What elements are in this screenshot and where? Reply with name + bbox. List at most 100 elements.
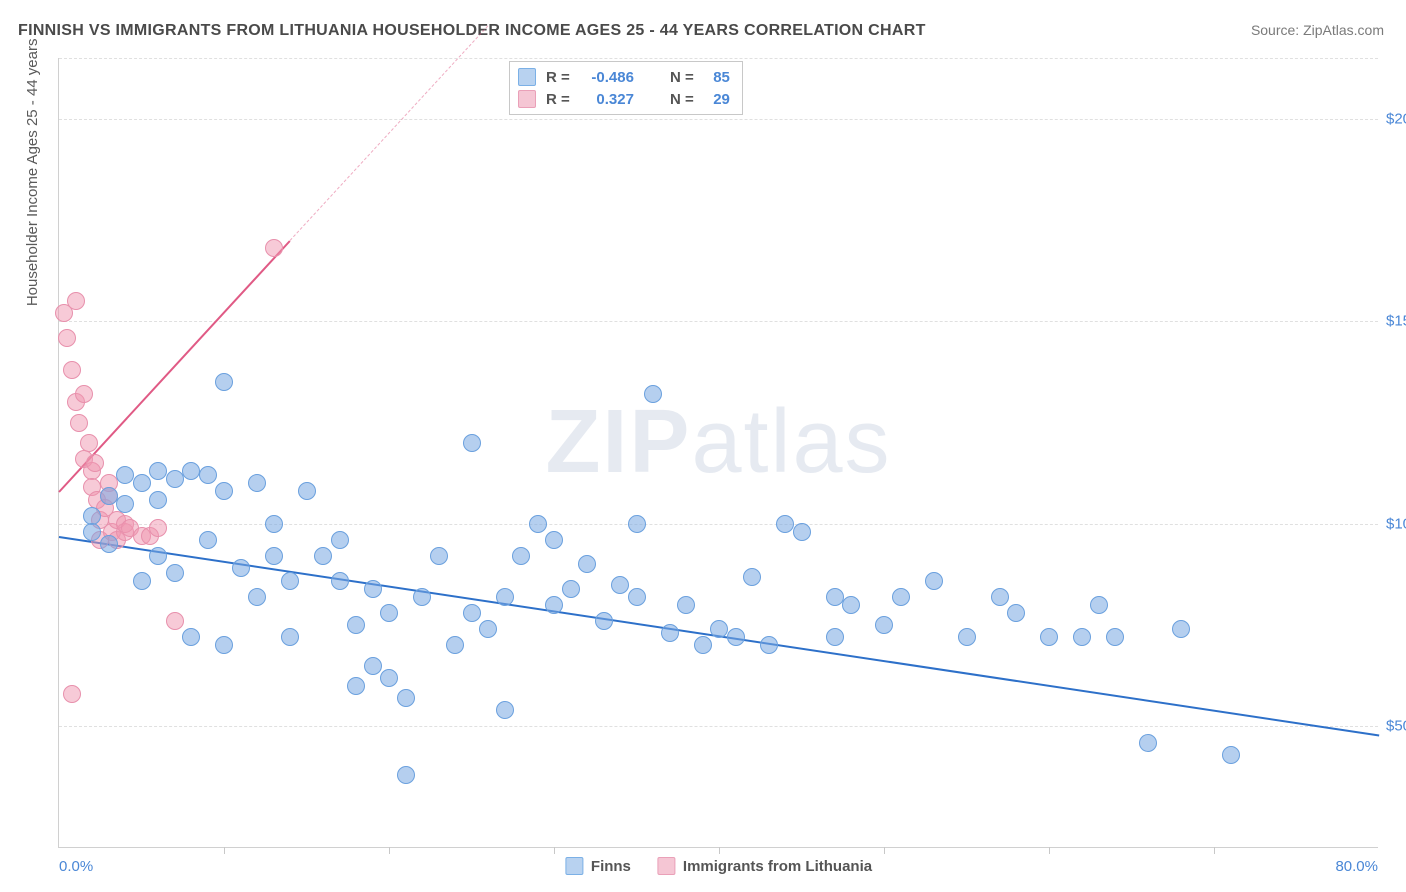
data-point-series2 [149,519,167,537]
data-point-series1 [149,462,167,480]
data-point-series1 [710,620,728,638]
data-point-series1 [595,612,613,630]
data-point-series1 [545,531,563,549]
data-point-series1 [644,385,662,403]
data-point-series1 [331,572,349,590]
data-point-series1 [727,628,745,646]
chart-legend: Finns Immigrants from Lithuania [565,857,872,875]
data-point-series1 [826,628,844,646]
data-point-series1 [100,535,118,553]
data-point-series2 [63,361,81,379]
data-point-series1 [842,596,860,614]
x-tick [1049,847,1050,854]
source-prefix: Source: [1251,22,1303,38]
data-point-series1 [463,434,481,452]
x-tick [224,847,225,854]
data-point-series1 [380,669,398,687]
data-point-series2 [58,329,76,347]
data-point-series1 [248,588,266,606]
data-point-series1 [397,689,415,707]
data-point-series1 [1222,746,1240,764]
watermark-rest: atlas [691,392,891,492]
data-point-series1 [199,531,217,549]
data-point-series1 [496,701,514,719]
data-point-series1 [215,373,233,391]
swatch-blue-icon [518,68,536,86]
data-point-series1 [1106,628,1124,646]
data-point-series1 [248,474,266,492]
gridline [59,119,1378,120]
chart-plot-area: ZIPatlas R = -0.486 N = 85 R = 0.327 N =… [58,58,1378,848]
data-point-series2 [166,612,184,630]
data-point-series1 [265,547,283,565]
n-label: N = [670,69,694,86]
x-axis-min-label: 0.0% [59,858,93,875]
watermark: ZIPatlas [545,391,891,494]
gridline [59,58,1378,59]
chart-title: FINNISH VS IMMIGRANTS FROM LITHUANIA HOU… [18,22,926,40]
swatch-pink-icon [657,857,675,875]
data-point-series1 [430,547,448,565]
data-point-series1 [479,620,497,638]
data-point-series1 [149,547,167,565]
gridline [59,321,1378,322]
data-point-series2 [63,685,81,703]
x-tick [554,847,555,854]
data-point-series1 [199,466,217,484]
series2-n-value: 29 [702,91,730,108]
source-name: ZipAtlas.com [1303,22,1384,38]
series1-n-value: 85 [702,69,730,86]
data-point-series1 [826,588,844,606]
data-point-series1 [298,482,316,500]
data-point-series1 [166,564,184,582]
data-point-series1 [413,588,431,606]
data-point-series1 [892,588,910,606]
data-point-series1 [446,636,464,654]
stats-row-series2: R = 0.327 N = 29 [518,88,730,110]
data-point-series1 [215,482,233,500]
data-point-series1 [116,495,134,513]
data-point-series1 [793,523,811,541]
data-point-series1 [182,628,200,646]
source-attribution: Source: ZipAtlas.com [1251,22,1384,38]
data-point-series1 [496,588,514,606]
data-point-series2 [265,239,283,257]
data-point-series1 [628,588,646,606]
r-label: R = [546,91,570,108]
data-point-series1 [925,572,943,590]
data-point-series1 [182,462,200,480]
data-point-series1 [1007,604,1025,622]
data-point-series2 [70,414,88,432]
legend-label-series1: Finns [591,858,631,875]
data-point-series1 [166,470,184,488]
data-point-series1 [661,624,679,642]
data-point-series1 [397,766,415,784]
data-point-series1 [578,555,596,573]
watermark-bold: ZIP [545,392,691,492]
data-point-series1 [347,616,365,634]
data-point-series1 [875,616,893,634]
data-point-series1 [545,596,563,614]
data-point-series1 [1172,620,1190,638]
y-tick-label: $200,000 [1380,110,1406,127]
legend-item-series1: Finns [565,857,631,875]
data-point-series1 [1040,628,1058,646]
legend-item-series2: Immigrants from Lithuania [657,857,872,875]
data-point-series1 [463,604,481,622]
series1-r-value: -0.486 [578,69,634,86]
y-tick-label: $150,000 [1380,313,1406,330]
data-point-series1 [314,547,332,565]
y-axis-title: Householder Income Ages 25 - 44 years [24,39,41,307]
data-point-series1 [232,559,250,577]
data-point-series1 [1139,734,1157,752]
data-point-series1 [1090,596,1108,614]
y-tick-label: $100,000 [1380,515,1406,532]
data-point-series1 [83,523,101,541]
swatch-pink-icon [518,90,536,108]
correlation-stats-box: R = -0.486 N = 85 R = 0.327 N = 29 [509,61,743,115]
gridline [59,726,1378,727]
y-tick-label: $50,000 [1380,718,1406,735]
data-point-series1 [380,604,398,622]
data-point-series1 [364,657,382,675]
data-point-series2 [75,385,93,403]
